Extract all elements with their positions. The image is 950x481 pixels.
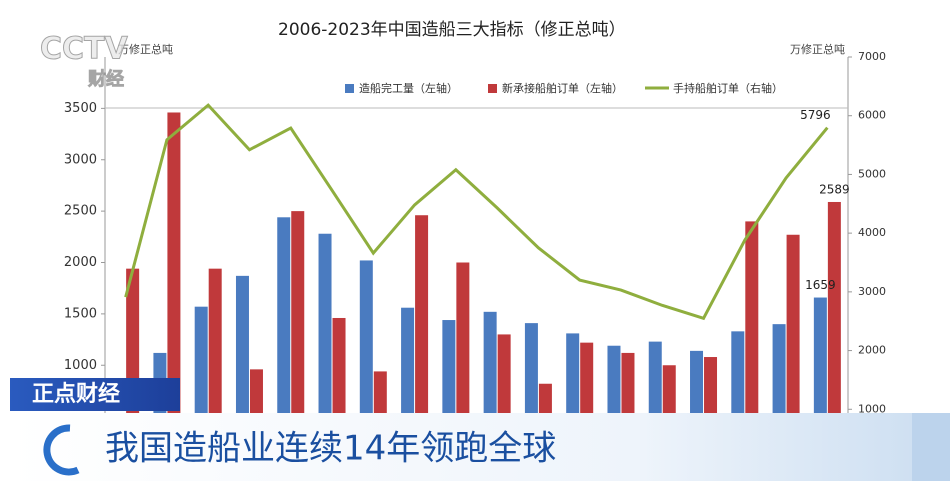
y2-tick-label: 4000: [858, 226, 886, 239]
data-label: 1659: [805, 278, 836, 292]
chart-title: 2006-2023年中国造船三大指标（修正总吨）: [278, 20, 626, 40]
y-tick-label: 1000: [64, 358, 97, 373]
legend-swatch: [488, 84, 497, 93]
headline-bar: [10, 413, 912, 481]
bar: [415, 215, 429, 468]
bar: [786, 234, 800, 468]
y2-tick-label: 6000: [858, 109, 886, 122]
legend: 造船完工量（左轴） 新承接船舶订单（左轴） 手持船舶订单（右轴）: [345, 81, 783, 95]
data-label: 2589: [819, 182, 850, 196]
bar: [827, 201, 841, 468]
headline-icon: [43, 424, 80, 476]
y2-tick-label: 5000: [858, 167, 886, 180]
data-label: 5796: [800, 108, 831, 122]
y-tick-label: 3500: [64, 101, 97, 116]
y2-tick-label: 3000: [858, 285, 886, 298]
bar: [291, 211, 305, 468]
y-tick-label: 2000: [64, 255, 97, 270]
bar: [745, 221, 759, 468]
bar: [318, 233, 332, 468]
program-tag: [10, 378, 180, 411]
line: [124, 103, 829, 321]
headline-edge: [912, 413, 950, 481]
legend-label: 手持船舶订单（右轴）: [673, 81, 783, 95]
y-tick-label: 3000: [64, 152, 97, 167]
logo-text: CCTV: [40, 32, 128, 67]
y2-tick-label: 1000: [858, 402, 886, 415]
y-tick-label: 2500: [64, 204, 97, 219]
program-name: 正点财经: [32, 381, 120, 407]
logo-channel: 财经: [88, 68, 124, 90]
y2-tick-label: 2000: [858, 344, 886, 357]
y-axis-unit: 万修正总吨: [118, 42, 173, 56]
y2-tick-label: 7000: [858, 50, 886, 63]
bar: [277, 217, 291, 468]
legend-label: 新承接船舶订单（左轴）: [502, 81, 623, 95]
logo: CCTV 财经: [40, 31, 129, 90]
y-tick-label: 1500: [64, 306, 97, 321]
legend-swatch: [345, 84, 354, 93]
legend-label: 造船完工量（左轴）: [359, 81, 458, 95]
headline: 我国造船业连续14年领跑全球: [105, 429, 556, 469]
y2-axis-unit: 万修正总吨: [790, 42, 845, 56]
